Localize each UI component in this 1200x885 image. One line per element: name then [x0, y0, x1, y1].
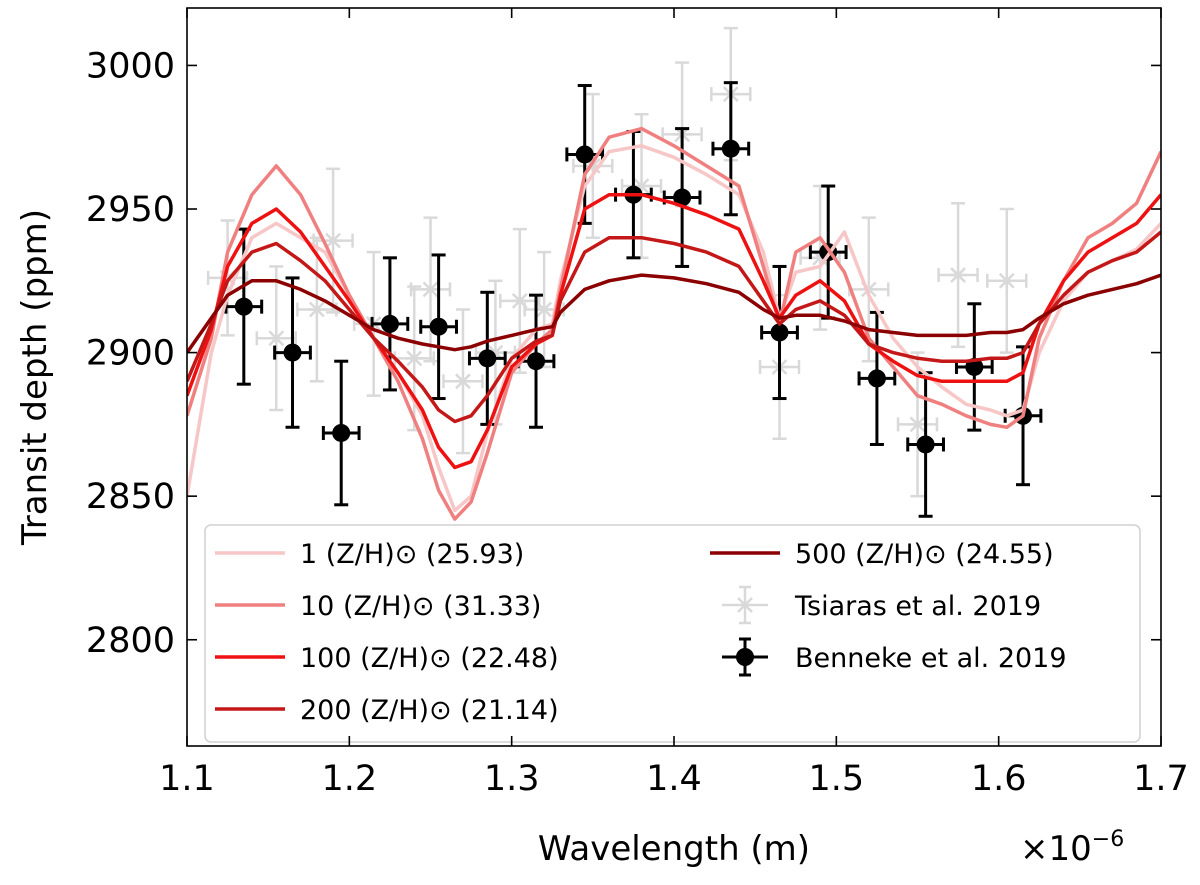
legend-label: 1 (Z/H)⊙ (25.93): [300, 539, 524, 570]
circle-marker: [478, 349, 497, 368]
x-marker: [267, 330, 286, 347]
benneke-data-point: [467, 290, 507, 426]
model-line-2: [187, 126, 1161, 521]
benneke-data-point: [273, 276, 312, 429]
y-tick-label: 3000: [86, 46, 175, 86]
benneke-data-point: [565, 84, 605, 225]
x-marker: [307, 301, 326, 318]
circle-marker: [916, 435, 935, 454]
x-tick-label: 1.1: [159, 759, 215, 799]
benneke-data-point: [906, 371, 945, 518]
legend-label: Tsiaras et al. 2019: [794, 591, 1041, 622]
x-marker: [421, 281, 440, 298]
benneke-data-point: [321, 359, 361, 507]
tsiaras-data-point: [986, 207, 1028, 354]
legend-entry: 1 (Z/H)⊙ (25.93): [215, 539, 524, 570]
x-marker: [405, 350, 424, 367]
circle-marker: [867, 369, 886, 388]
tsiaras-data-point: [393, 285, 435, 432]
circle-marker: [234, 297, 253, 316]
legend-entry: Benneke et al. 2019: [722, 637, 1067, 677]
circle-marker: [770, 323, 789, 342]
model-line-3: [187, 192, 1161, 470]
x-axis-label: Wavelength (m): [538, 829, 810, 869]
x-tick-label: 1.7: [1133, 759, 1189, 799]
benneke-data-point: [516, 293, 556, 429]
model-lines-layer: [187, 126, 1161, 521]
circle-marker: [332, 423, 351, 442]
x-tick-label: 1.3: [484, 759, 540, 799]
tsiaras-data-point: [474, 279, 517, 426]
tsiaras-data-point: [255, 265, 298, 412]
x-marker: [535, 301, 554, 318]
legend-entry: 100 (Z/H)⊙ (22.48): [215, 643, 559, 674]
legend-entry: 500 (Z/H)⊙ (24.55): [710, 539, 1054, 570]
legend-entry: 10 (Z/H)⊙ (31.33): [215, 591, 541, 622]
x-tick-label: 1.2: [321, 759, 377, 799]
y-axis-label: Transit depth (ppm): [15, 209, 55, 546]
x-marker: [908, 416, 927, 433]
circle-marker: [380, 314, 399, 333]
x-tick-label: 1.4: [646, 759, 702, 799]
legend-label: 500 (Z/H)⊙ (24.55): [795, 539, 1054, 570]
x-tick-label: 1.6: [971, 759, 1027, 799]
axis-ticks: 1.1 1.2 1.3 1.4 1.5 1.6 1.7 2800 2850 2900 2950 300…: [86, 8, 1189, 799]
tsiaras-data-point: [937, 202, 979, 349]
x-marker: [997, 272, 1016, 289]
benneke-data-point: [760, 264, 799, 401]
model-line-5: [187, 273, 1161, 354]
legend-label: 100 (Z/H)⊙ (22.48): [300, 643, 559, 674]
x-tick-label: 1.5: [808, 759, 864, 799]
legend: 1 (Z/H)⊙ (25.93) 10 (Z/H)⊙ (31.33) 100 (Z/…: [204, 524, 1141, 743]
circle-marker: [721, 139, 740, 158]
circle-marker: [283, 343, 302, 362]
legend-entry: Tsiaras et al. 2019: [722, 585, 1041, 625]
x-offset-label: ×10−6: [1020, 827, 1124, 869]
y-tick-label: 2900: [86, 334, 175, 374]
y-tick-label: 2800: [86, 621, 175, 661]
x-marker: [453, 373, 472, 390]
legend-circle-marker: [736, 648, 754, 666]
x-marker: [324, 232, 343, 249]
legend-entry: 200 (Z/H)⊙ (21.14): [215, 695, 559, 726]
benneke-data-point: [711, 81, 751, 217]
circle-marker: [673, 188, 692, 207]
tsiaras-data-point: [442, 308, 484, 455]
observation-layer: [206, 26, 1043, 518]
circle-marker: [575, 145, 594, 164]
tsiaras-data-point: [409, 216, 452, 363]
y-tick-label: 2950: [86, 190, 175, 230]
y-tick-label: 2850: [86, 477, 175, 517]
legend-box: [204, 524, 1141, 743]
legend-label: 10 (Z/H)⊙ (31.33): [300, 591, 541, 622]
model-line-4: [187, 230, 1161, 424]
x-marker: [949, 267, 968, 283]
legend-label: Benneke et al. 2019: [795, 643, 1067, 674]
circle-marker: [429, 317, 448, 336]
benneke-data-point: [419, 253, 458, 401]
benneke-data-point: [857, 310, 897, 446]
circle-marker: [527, 352, 546, 371]
legend-x-marker: [737, 597, 753, 613]
legend-label: 200 (Z/H)⊙ (21.14): [300, 695, 559, 726]
